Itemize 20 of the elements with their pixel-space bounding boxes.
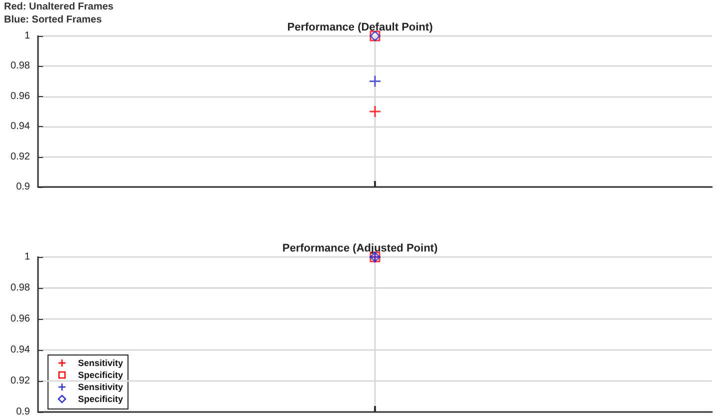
y-tick-label: 0.9 bbox=[16, 182, 30, 192]
y-tick-label: 0.94 bbox=[10, 121, 30, 132]
y-tick-label: 0.98 bbox=[10, 60, 30, 72]
y-tick-label: 0.92 bbox=[10, 376, 30, 386]
legend-label: Specificity bbox=[78, 370, 124, 380]
y-tick-label: 0.9 bbox=[16, 406, 30, 418]
text: Blue: Sorted Frames bbox=[4, 14, 102, 26]
y-tick-label: 0.94 bbox=[10, 344, 30, 356]
y-tick-label: 0.92 bbox=[10, 151, 30, 162]
legend-label: Specificity bbox=[78, 394, 124, 404]
y-tick-label: 0.96 bbox=[10, 314, 30, 324]
chart-title: Performance (Default Point) bbox=[287, 22, 434, 34]
legend-label: Sensitivity bbox=[78, 358, 124, 368]
y-tick-label: 1 bbox=[24, 30, 30, 42]
text: Red: Unaltered Frames bbox=[4, 2, 114, 12]
y-tick-label: 0.98 bbox=[10, 282, 30, 294]
legend-label: Sensitivity bbox=[78, 382, 124, 392]
chart-title: Performance (Adjusted Point) bbox=[282, 242, 438, 254]
y-tick-label: 0.96 bbox=[10, 90, 30, 102]
y-tick-label: 1 bbox=[24, 252, 30, 262]
